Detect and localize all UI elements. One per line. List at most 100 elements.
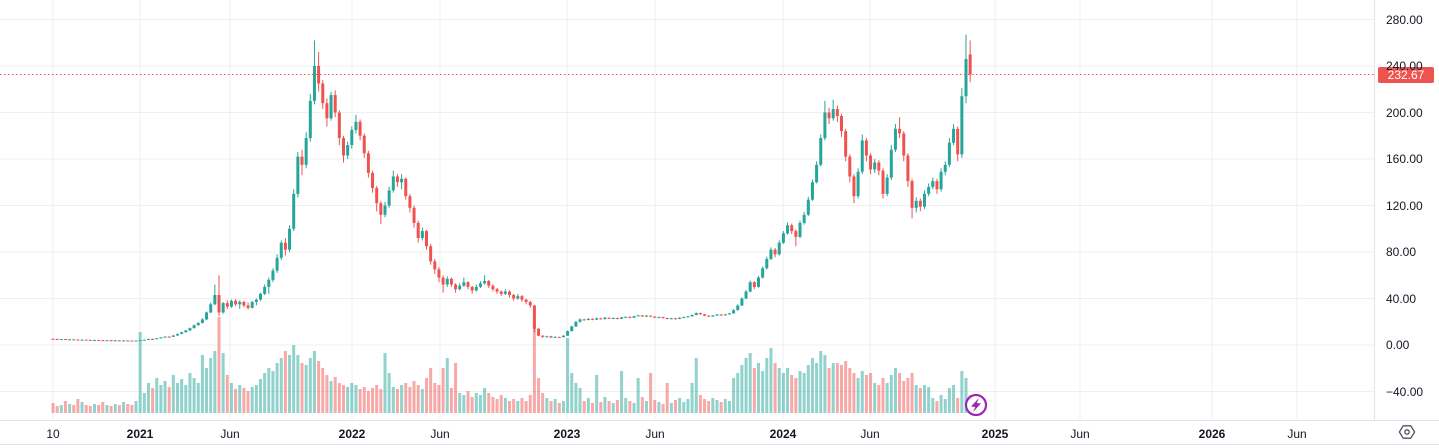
candle-body [516, 296, 520, 299]
candle-body [425, 231, 428, 247]
volume-bar [848, 368, 852, 413]
volume-bar [180, 379, 184, 413]
candle-body [462, 282, 466, 286]
candle-body [483, 281, 487, 284]
volume-bar [254, 385, 258, 413]
volume-bar [810, 358, 814, 413]
volume-bar [595, 375, 599, 413]
candle-body [624, 316, 628, 318]
candle-body [757, 277, 760, 287]
volume-bar [454, 363, 458, 413]
volume-bar [545, 398, 549, 413]
time-axis[interactable]: 10 2021 Jun 2022 Jun 2023 Jun 2024 Jun 2025 Jun 202… [0, 420, 1439, 448]
price-pane-canvas[interactable] [0, 0, 1375, 420]
volume-bar [329, 381, 333, 413]
candle-body [259, 293, 262, 300]
volume-bar [246, 391, 250, 413]
volume-bar [736, 373, 740, 413]
candle-body [55, 338, 59, 340]
candle-body [159, 337, 163, 339]
volume-bar [400, 385, 404, 413]
volume-bar [885, 383, 889, 413]
volume-bar [312, 351, 316, 413]
volume-bar [375, 385, 379, 413]
price-axis[interactable]: 232.67 280.00 240.00 200.00 160.00 120.00 80.… [1374, 0, 1439, 420]
x-axis-tick-label: 2026 [1198, 427, 1226, 441]
volume-bar [292, 345, 296, 413]
candle-body [51, 338, 55, 340]
volume-bar [101, 402, 105, 413]
candle-body [288, 228, 292, 250]
volume-bar [719, 402, 723, 413]
candle-body [176, 333, 179, 336]
volume-bar [296, 355, 300, 413]
volume-bar [566, 338, 570, 413]
volume-bar [283, 351, 287, 413]
candle-body [661, 317, 665, 319]
candle-body [167, 336, 171, 338]
candle-body [400, 178, 404, 183]
candle-body [371, 172, 375, 189]
candle-body [636, 315, 640, 317]
y-axis-tick-label: 80.00 [1386, 245, 1417, 259]
candle-body [748, 282, 752, 292]
y-axis-tick-label: 200.00 [1386, 105, 1423, 120]
volume-bar [881, 378, 885, 413]
candle-body [864, 140, 868, 156]
volume-bar [532, 323, 536, 413]
candle-body [130, 340, 134, 342]
volume-bar [466, 391, 470, 413]
last-price-badge: 232.67 [1378, 66, 1434, 83]
candle-body [769, 249, 773, 259]
candle-body [404, 178, 408, 197]
candle-body [665, 318, 669, 320]
x-axis-tick-label: Jun [645, 427, 665, 441]
candle-body [458, 285, 462, 290]
candle-body [271, 270, 275, 280]
volume-bar [395, 389, 399, 413]
candle-body [827, 112, 831, 119]
volume-bar [628, 401, 632, 413]
volume-bar [632, 403, 636, 413]
volume-bar [408, 387, 412, 413]
volume-bar [665, 383, 669, 413]
volume-bar [740, 365, 744, 413]
candle-body [952, 128, 956, 143]
candle-body [918, 200, 922, 207]
volume-bar [732, 378, 736, 413]
candle-body [856, 171, 860, 197]
volume-bar [429, 368, 433, 413]
candle-body [354, 121, 358, 130]
candle-body [346, 145, 350, 156]
lightning-icon[interactable] [964, 393, 988, 417]
volume-bar [918, 388, 922, 413]
candle-body [242, 301, 246, 306]
volume-bar [644, 401, 648, 413]
volume-bar [586, 398, 590, 413]
candle-body [806, 199, 810, 215]
volume-bar [441, 368, 445, 413]
volume-bar [142, 393, 146, 413]
candle-body [744, 291, 748, 299]
volume-bar [902, 381, 906, 413]
candle-body [537, 328, 541, 336]
volume-bar [333, 377, 337, 413]
candle-body [420, 231, 424, 239]
candle-body [499, 291, 503, 294]
candle-body [591, 318, 594, 320]
y-axis-tick-label: 280.00 [1386, 12, 1423, 27]
candle-body [229, 300, 233, 307]
candle-body [337, 112, 341, 139]
volume-bar [657, 402, 661, 413]
candle-body [304, 138, 308, 165]
grid-lines [0, 0, 1375, 420]
candle-body [657, 317, 661, 319]
volume-bar [146, 383, 150, 413]
candle-body [923, 193, 926, 207]
candle-body [329, 95, 333, 119]
volume-bar [437, 385, 441, 413]
candle-body [582, 319, 586, 321]
gear-icon[interactable] [1397, 424, 1417, 440]
candle-body [615, 318, 619, 320]
